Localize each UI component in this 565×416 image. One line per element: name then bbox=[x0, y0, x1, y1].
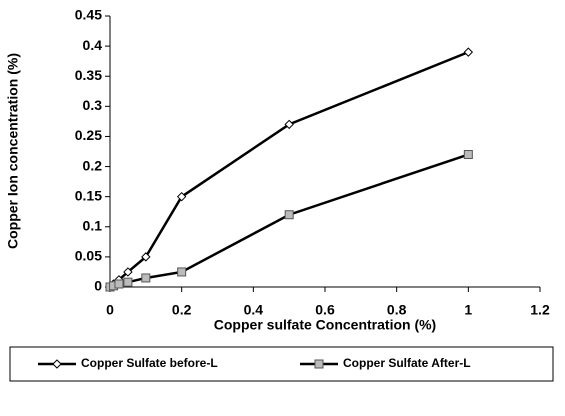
y-tick-label: 0.45 bbox=[75, 7, 102, 23]
x-tick-label: 0.2 bbox=[172, 302, 192, 318]
x-tick-label: 0.6 bbox=[315, 302, 335, 318]
data-point bbox=[114, 279, 124, 289]
data-point bbox=[177, 267, 187, 277]
data-point bbox=[123, 267, 133, 277]
x-axis-label: Copper sulfate Concentration (%) bbox=[214, 317, 436, 333]
series-line bbox=[109, 50, 469, 288]
series-line bbox=[109, 153, 469, 289]
x-tick-label: 1.2 bbox=[530, 302, 550, 318]
legend-label: Copper Sulfate before-L bbox=[81, 356, 218, 370]
legend-box bbox=[9, 346, 554, 382]
data-point bbox=[284, 119, 294, 130]
y-tick-label: 0.15 bbox=[75, 187, 102, 203]
y-tick-label: 0.35 bbox=[75, 67, 102, 83]
legend-label: Copper Sulfate After-L bbox=[343, 356, 471, 370]
y-tick-label: 0 bbox=[94, 278, 102, 294]
x-tick-label: 0 bbox=[106, 302, 114, 318]
data-point bbox=[141, 252, 151, 262]
data-point bbox=[284, 210, 294, 220]
data-point bbox=[463, 150, 473, 160]
data-point bbox=[463, 47, 474, 57]
x-tick-label: 0.8 bbox=[387, 302, 407, 318]
x-tick-label: 0.4 bbox=[244, 302, 264, 318]
data-point bbox=[123, 277, 133, 287]
data-point bbox=[176, 191, 187, 202]
y-tick-label: 0.3 bbox=[83, 97, 103, 113]
y-tick-label: 0.25 bbox=[75, 127, 102, 143]
y-tick-label: 0.05 bbox=[75, 248, 102, 264]
y-tick-label: 0.4 bbox=[83, 37, 103, 53]
x-tick-label: 1 bbox=[464, 302, 472, 318]
y-axis-label: Copper Ion concentration (%) bbox=[5, 53, 21, 249]
legend-marker bbox=[314, 359, 324, 369]
y-tick-label: 0.1 bbox=[83, 217, 103, 233]
legend-marker bbox=[52, 359, 62, 369]
y-tick-label: 0.2 bbox=[83, 157, 103, 173]
data-point bbox=[141, 273, 151, 283]
